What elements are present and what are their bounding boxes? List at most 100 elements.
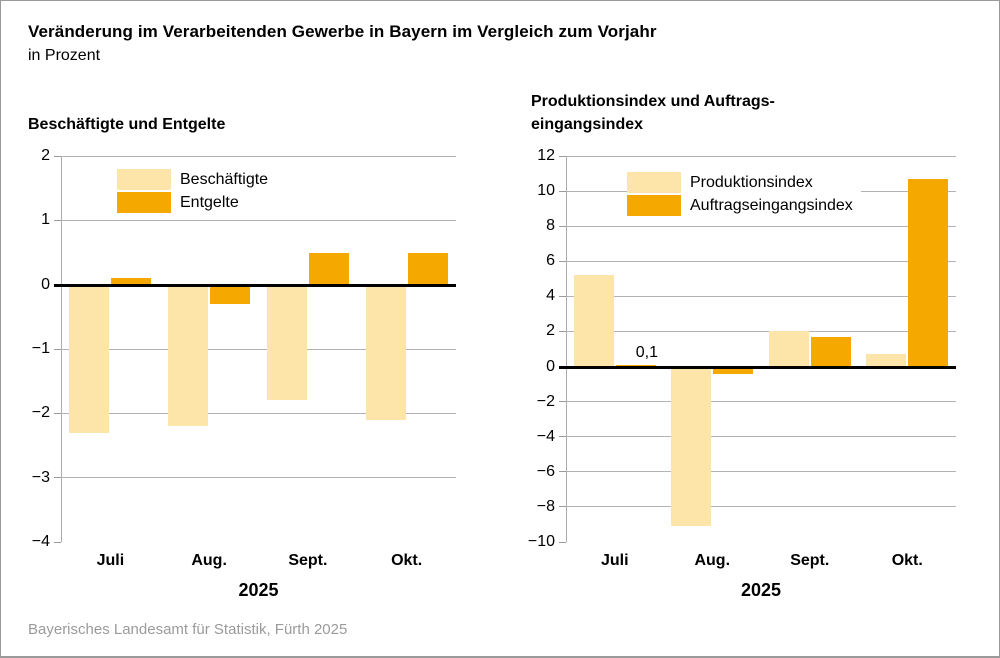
gridline [61,348,456,350]
x-axis-year-label: 2025 [740,580,782,600]
x-axis-year-label: 2025 [238,580,279,600]
y-axis-tick-label: 0 [546,357,555,375]
x-axis-label-juli: Juli [96,552,125,569]
gridline [566,295,956,297]
data-label: 0,1 [635,343,658,361]
y-axis-tick-label: 8 [546,217,555,235]
zero-axis-line [559,365,956,369]
y-axis-tick-label: −4 [31,533,50,550]
y-axis-tick-label: 1 [41,211,50,229]
y-axis-tick [54,412,61,414]
y-axis-tick [559,401,566,403]
bar-produktionsindex [573,275,614,367]
y-axis-tick [54,541,61,543]
y-axis-line [566,156,567,542]
zero-axis-line [54,283,456,287]
y-axis-tick-label: 12 [537,147,555,164]
y-axis-tick-label: −6 [536,462,555,480]
gridline [61,219,456,221]
chart-title-produktionsindex: Produktionsindex und Auftrags- eingangsi… [531,90,775,136]
bar-beschäftigte [168,284,209,427]
page-title: Veränderung im Verarbeitenden Gewerbe in… [28,22,657,41]
gridline [566,225,956,227]
y-axis-tick-label: −2 [31,404,50,422]
gridline [61,155,456,157]
y-axis-tick-label: 10 [537,182,555,200]
legend-swatch-beschäftigte [117,169,171,190]
x-axis-label-okt: Okt. [391,552,423,569]
bar-entgelte [407,252,448,285]
chart-title-beschaeftigte-entgelte: Beschäftigte und Entgelte [28,113,225,136]
y-axis-tick [54,348,61,350]
legend-item: Auftragseingangsindex [627,195,853,216]
x-axis-label-sept: Sept. [288,552,328,569]
x-axis-label-sept: Sept. [790,552,830,569]
y-axis-tick [559,225,566,227]
page-subtitle: in Prozent [28,47,101,64]
legend-label: Auftragseingangsindex [690,197,853,214]
y-axis-tick [559,506,566,508]
gridline [566,330,956,332]
chart-title-line: Produktionsindex und Auftrags- [531,93,775,110]
y-axis-tick-label: 6 [546,252,555,270]
chart-plot-produktionsindex: 12 10 8 6 4 2 0 −2 −4 −6 −8 −10 Juli Aug. Sept. Okt. 202… [528,148,956,600]
y-axis-tick [559,295,566,297]
y-axis-tick [559,541,566,543]
legend-swatch-auftragseingangsindex [627,195,681,216]
gridline [566,506,956,508]
legend: Produktionsindex Auftragseingangsindex [627,171,861,219]
y-axis-tick [559,190,566,192]
bar-auftragseingangsindex [713,366,754,374]
legend-item: Beschäftigte [117,169,268,190]
y-axis-tick [54,477,61,479]
gridline [61,412,456,414]
legend-item: Entgelte [117,192,268,213]
y-axis-tick-label: −10 [527,533,555,550]
bar-auftragseingangsindex [908,178,949,367]
x-axis-label-aug: Aug. [191,552,227,569]
y-axis-tick-label: −8 [536,497,555,515]
legend-label: Entgelte [180,194,239,211]
chart-plot-beschaeftigte-entgelte: 2 1 0 −1 −2 −3 −4 Juli Aug. Sept. Okt. 2025 Beschäft… [32,148,456,600]
legend-label: Beschäftigte [180,171,269,188]
y-axis-tick [559,330,566,332]
y-axis-tick [559,260,566,262]
gridline [61,477,456,479]
y-axis-tick-label: 2 [41,147,50,164]
y-axis-tick [54,219,61,221]
y-axis-tick [559,436,566,438]
y-axis-tick [559,155,566,157]
bar-entgelte [111,278,152,285]
gridline [566,471,956,473]
y-axis-tick-label: 2 [546,322,555,340]
legend-swatch-entgelte [117,192,171,213]
gridline [566,155,956,157]
x-axis-label-juli: Juli [600,552,629,569]
source-attribution: Bayerisches Landesamt für Statistik, Für… [28,621,348,638]
y-axis-tick-label: 0 [41,275,50,293]
y-axis-tick-label: 4 [546,287,555,305]
bar-auftragseingangsindex [810,336,851,367]
header: Veränderung im Verarbeitenden Gewerbe in… [28,19,657,68]
x-axis-label-okt: Okt. [891,552,923,569]
bar-beschäftigte [266,284,307,401]
chart-title-line: eingangsindex [531,116,644,133]
chart-title-line: Beschäftigte und Entgelte [28,116,226,133]
bar-produktionsindex [671,366,712,527]
y-axis-tick-label: −4 [536,427,555,445]
bar-entgelte [308,252,349,285]
x-axis-label-aug: Aug. [694,552,731,569]
y-axis-tick-label: −3 [31,468,50,486]
bar-produktionsindex [768,331,809,367]
legend-swatch-produktionsindex [627,172,681,193]
y-axis-tick [54,155,61,157]
gridline [566,401,956,403]
bar-produktionsindex [866,354,907,367]
y-axis-tick-label: −2 [536,392,555,410]
bar-entgelte [210,284,251,304]
gridline [566,436,956,438]
bar-beschäftigte [69,284,110,433]
bar-beschäftigte [365,284,406,420]
legend: Beschäftigte Entgelte [117,168,277,216]
